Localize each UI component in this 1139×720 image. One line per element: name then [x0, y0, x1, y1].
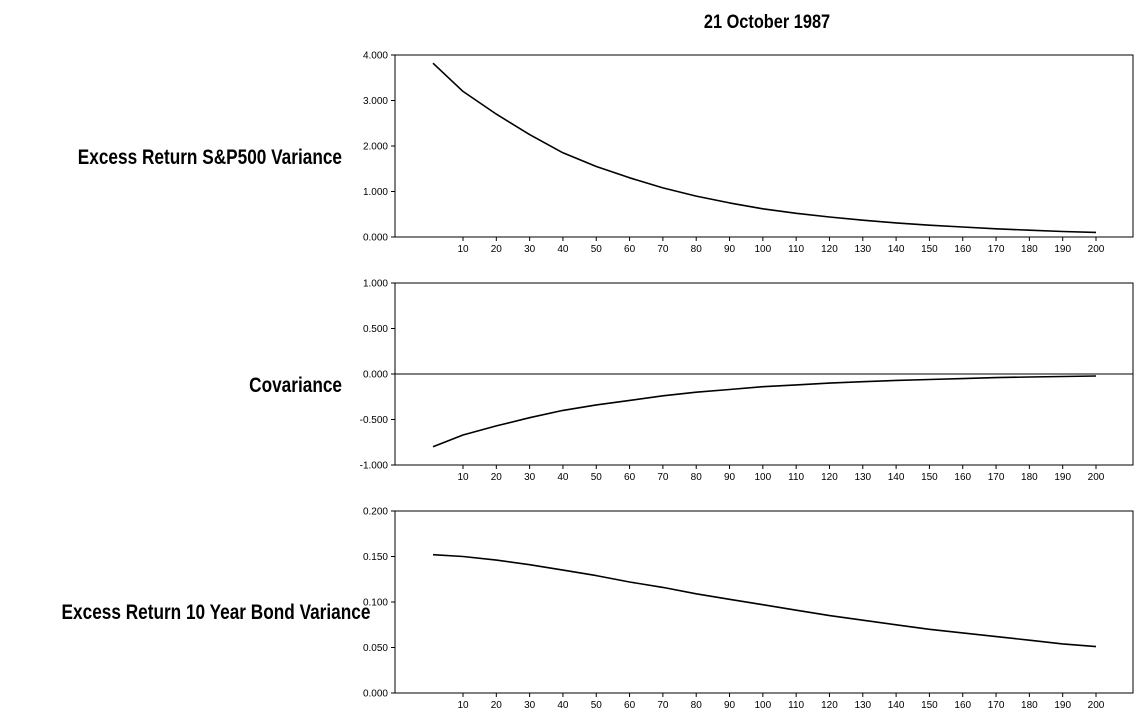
panel-2-xtick-label-0: 10 — [457, 700, 469, 711]
panel-1-xtick-label-18: 190 — [1054, 472, 1071, 483]
panel-2-frame — [394, 510, 1134, 694]
panel-1-xtick-label-1: 20 — [491, 472, 503, 483]
panel-1-xtick-label-8: 90 — [724, 472, 736, 483]
panel-0-xtick-label-15: 160 — [954, 244, 971, 255]
panel-2-xtick-label-5: 60 — [624, 700, 636, 711]
panel-2-ytick-label-0: 0.000 — [363, 689, 388, 700]
panel-2-xtick-label-7: 80 — [691, 700, 703, 711]
panel-1-xtick-label-4: 50 — [591, 472, 603, 483]
panel-1-xtick-label-15: 160 — [954, 472, 971, 483]
panel-2-xtick-label-16: 170 — [988, 700, 1005, 711]
panel-1-xtick-label-5: 60 — [624, 472, 636, 483]
panel-1-xtick-label-13: 140 — [888, 472, 905, 483]
panel-1-xtick-label-16: 170 — [988, 472, 1005, 483]
panel-0-xtick-label-14: 150 — [921, 244, 938, 255]
panel-0-xtick-label-16: 170 — [988, 244, 1005, 255]
panel-0-xtick-label-0: 10 — [457, 244, 469, 255]
panel-0-ytick-label-3: 3.000 — [363, 96, 388, 107]
panel-0-xtick-label-7: 80 — [691, 244, 703, 255]
panel-1-xtick-label-2: 30 — [524, 472, 536, 483]
panel-1-ytick-label-1: -0.500 — [360, 415, 389, 426]
panel-1-xtick-label-12: 130 — [854, 472, 871, 483]
panel-0-ytick-label-4: 4.000 — [363, 51, 388, 62]
panel-0-xtick-label-19: 200 — [1088, 244, 1105, 255]
panel-1-ytick-label-3: 0.500 — [363, 324, 388, 335]
panel-0-xtick-label-2: 30 — [524, 244, 536, 255]
panel-0-ytick-label-1: 1.000 — [363, 187, 388, 198]
panel-0-xtick-label-5: 60 — [624, 244, 636, 255]
panel-2-ytick-label-1: 0.050 — [363, 643, 388, 654]
chart-title: 21 October 1987 — [703, 12, 831, 33]
panel-2-xtick-label-17: 180 — [1021, 700, 1038, 711]
panel-0-xtick-label-3: 40 — [557, 244, 569, 255]
panel-0-xtick-label-13: 140 — [888, 244, 905, 255]
panel-2-series-0-line — [432, 553, 1097, 648]
panel-0-xtick-label-18: 190 — [1054, 244, 1071, 255]
panel-2-xtick-label-1: 20 — [491, 700, 503, 711]
panel-1-xtick-label-14: 150 — [921, 472, 938, 483]
panel-1-xtick-label-17: 180 — [1021, 472, 1038, 483]
panel-0-xtick-label-8: 90 — [724, 244, 736, 255]
panel-1-xtick-label-10: 110 — [788, 472, 804, 483]
panel-0-ytick-label-2: 2.000 — [363, 142, 388, 153]
panel-1-xtick-label-6: 70 — [657, 472, 669, 483]
panel-2-xtick-label-11: 120 — [821, 700, 838, 711]
panel-1-xtick-label-7: 80 — [691, 472, 703, 483]
panel-2-ytick-label-4: 0.200 — [363, 507, 388, 518]
panel-1-ytick-label-0: -1.000 — [360, 461, 389, 472]
panel-0-ytick-label-0: 0.000 — [363, 233, 388, 244]
panel-0-xtick-label-4: 50 — [591, 244, 603, 255]
panel-0-series-0-line — [432, 62, 1097, 234]
panel-2-ytick-label-2: 0.100 — [363, 598, 388, 609]
panel-0-xtick-label-9: 100 — [754, 244, 771, 255]
panel-1-xtick-label-9: 100 — [754, 472, 771, 483]
panel-0-xtick-label-1: 20 — [491, 244, 503, 255]
panel-2-ytick-label-3: 0.150 — [363, 552, 388, 563]
panel-1-xtick-label-19: 200 — [1088, 472, 1105, 483]
panel-label-covariance: Covariance — [249, 374, 342, 397]
panel-2-xtick-label-19: 200 — [1088, 700, 1105, 711]
panel-2-xtick-label-8: 90 — [724, 700, 736, 711]
panel-2-xtick-label-10: 110 — [788, 700, 804, 711]
panel-1-xtick-label-11: 120 — [821, 472, 838, 483]
panel-2-xtick-label-2: 30 — [524, 700, 536, 711]
panel-0-xtick-label-12: 130 — [854, 244, 871, 255]
panel-2-xtick-label-6: 70 — [657, 700, 669, 711]
panel-0-xtick-label-11: 120 — [821, 244, 838, 255]
panel-2-xtick-label-12: 130 — [854, 700, 871, 711]
panel-1-ytick-label-4: 1.000 — [363, 279, 388, 290]
panel-0-xtick-label-6: 70 — [657, 244, 669, 255]
panel-0-xtick-label-10: 110 — [788, 244, 804, 255]
panel-label-bond-variance: Excess Return 10 Year Bond Variance — [61, 601, 371, 624]
panel-2-xtick-label-3: 40 — [557, 700, 569, 711]
panel-1-series-0-line — [432, 375, 1097, 448]
panel-1-ytick-label-2: 0.000 — [363, 370, 388, 381]
panel-2-xtick-label-14: 150 — [921, 700, 938, 711]
panel-2-xtick-label-18: 190 — [1054, 700, 1071, 711]
panel-2-xtick-label-15: 160 — [954, 700, 971, 711]
panel-label-sp500-variance: Excess Return S&P500 Variance — [77, 146, 343, 169]
panel-0-xtick-label-17: 180 — [1021, 244, 1038, 255]
panel-2-xtick-label-9: 100 — [754, 700, 771, 711]
panel-1-xtick-label-3: 40 — [557, 472, 569, 483]
panel-2-xtick-label-4: 50 — [591, 700, 603, 711]
panel-1-xtick-label-0: 10 — [457, 472, 469, 483]
panel-2-xtick-label-13: 140 — [888, 700, 905, 711]
